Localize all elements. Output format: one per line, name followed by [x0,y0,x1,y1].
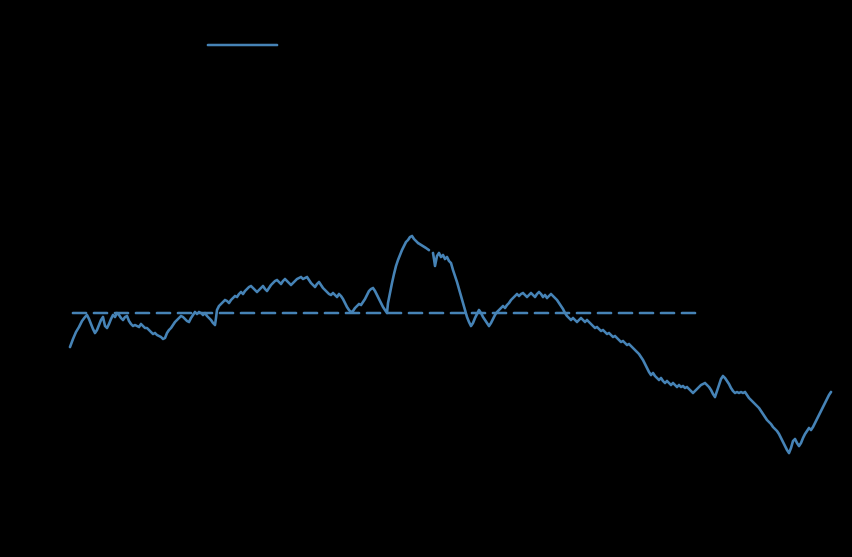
data-gap-dashed-segment [416,241,435,255]
plot-area [68,234,833,455]
main-series-line [68,234,420,349]
main-series-line-continued [431,251,833,455]
